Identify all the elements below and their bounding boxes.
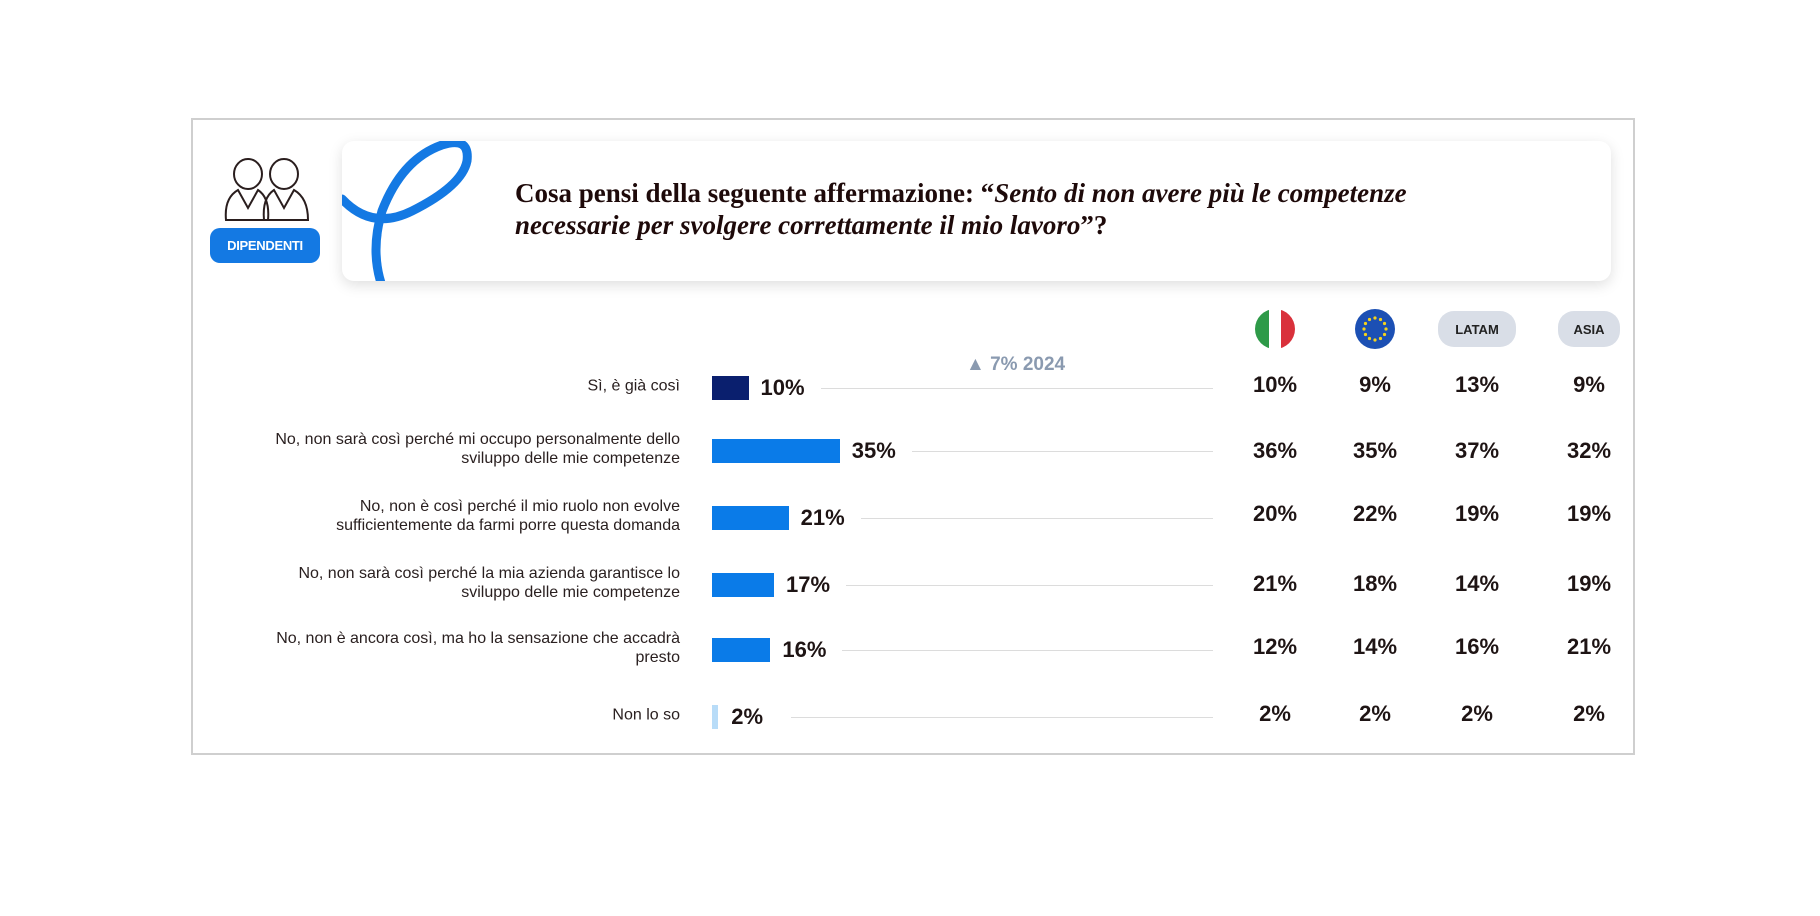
question-card: Cosa pensi della seguente affermazione: … [342, 141, 1611, 281]
comparison-value: 36% [1252, 438, 1298, 463]
ribbon-decoration [342, 141, 472, 281]
bar-value-label: 17% [786, 572, 831, 597]
row-gridline [820, 388, 1213, 389]
row-gridline [860, 518, 1213, 519]
comparison-value: 20% [1252, 501, 1298, 526]
bar-value-label: 2% [731, 704, 764, 729]
bar [712, 506, 789, 530]
bar [712, 705, 718, 729]
comparison-value: 2% [1259, 701, 1291, 726]
comparison-value: 21% [1252, 571, 1298, 596]
comparison-value: 35% [1352, 438, 1398, 463]
bar [712, 573, 775, 597]
chart-frame [191, 118, 1635, 755]
comparison-value: 10% [1252, 372, 1298, 397]
italy-flag-icon [1255, 309, 1295, 349]
bar-value-label: 10% [760, 375, 805, 400]
comparison-value: 19% [1454, 501, 1500, 526]
comparison-value: 37% [1454, 438, 1500, 463]
comparison-value: 19% [1566, 571, 1612, 596]
bar-value-label: 21% [800, 505, 845, 530]
comparison-value: 2% [1461, 701, 1493, 726]
bar [712, 439, 840, 463]
comparison-value: 19% [1566, 501, 1612, 526]
question-title: Cosa pensi della seguente affermazione: … [515, 178, 1407, 240]
row-gridline [911, 451, 1213, 452]
comparison-value: 13% [1454, 372, 1500, 397]
comparison-value: 14% [1454, 571, 1500, 596]
region-pill-asia: ASIA [1558, 311, 1620, 347]
comparison-value: 2% [1573, 701, 1605, 726]
comparison-value: 16% [1454, 634, 1500, 659]
comparison-value: 9% [1573, 372, 1605, 397]
category-label: Non lo so [612, 706, 680, 724]
bar [712, 376, 749, 400]
comparison-value: 18% [1352, 571, 1398, 596]
comparison-value: 14% [1352, 634, 1398, 659]
comparison-value: 21% [1566, 634, 1612, 659]
comparison-value: 2% [1359, 701, 1391, 726]
eu-flag-icon [1355, 309, 1395, 349]
trend-note: ▲ 7% 2024 [966, 354, 1066, 375]
bar-value-label: 35% [851, 438, 896, 463]
category-label: No, non sarà così perché la mia azienda … [298, 565, 680, 601]
comparison-value: 32% [1566, 438, 1612, 463]
category-label: No, non sarà così perché mi occupo perso… [275, 431, 680, 467]
comparison-value: 12% [1252, 634, 1298, 659]
dipendenti-badge: DIPENDENTI [210, 228, 320, 263]
people-icon [224, 158, 310, 221]
row-gridline [842, 650, 1213, 651]
row-gridline [791, 717, 1213, 718]
region-pill-latam: LATAM [1438, 311, 1516, 347]
bar-value-label: 16% [782, 637, 827, 662]
comparison-value: 22% [1352, 501, 1398, 526]
bar [712, 638, 771, 662]
category-label: Sì, è già così [587, 377, 681, 395]
category-label: No, non è così perché il mio ruolo non e… [336, 498, 680, 534]
row-gridline [846, 585, 1213, 586]
category-label: No, non è ancora così, ma ho la sensazio… [276, 630, 680, 666]
comparison-value: 9% [1359, 372, 1391, 397]
